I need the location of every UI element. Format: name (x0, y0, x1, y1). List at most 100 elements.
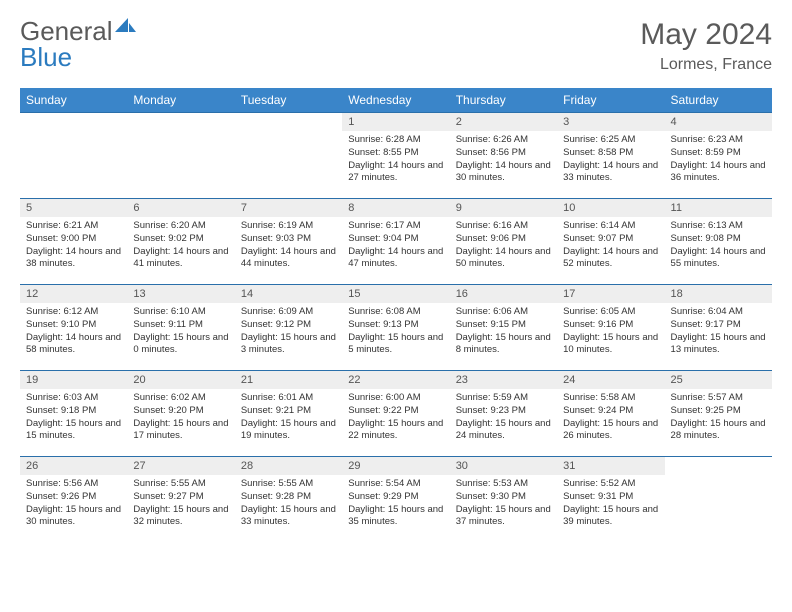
day-data: Sunrise: 5:55 AMSunset: 9:27 PMDaylight:… (127, 475, 234, 533)
day-number: 13 (127, 285, 234, 303)
calendar-cell: 27Sunrise: 5:55 AMSunset: 9:27 PMDayligh… (127, 457, 234, 543)
day-data: Sunrise: 5:59 AMSunset: 9:23 PMDaylight:… (450, 389, 557, 447)
day-number: 16 (450, 285, 557, 303)
calendar-cell: 28Sunrise: 5:55 AMSunset: 9:28 PMDayligh… (235, 457, 342, 543)
page-title: May 2024 (640, 18, 772, 52)
day-number: 1 (342, 113, 449, 131)
calendar-cell: 5Sunrise: 6:21 AMSunset: 9:00 PMDaylight… (20, 199, 127, 285)
day-number: 29 (342, 457, 449, 475)
day-number: 12 (20, 285, 127, 303)
calendar-body: ......1Sunrise: 6:28 AMSunset: 8:55 PMDa… (20, 113, 772, 543)
calendar-cell: .. (665, 457, 772, 543)
calendar-cell: 8Sunrise: 6:17 AMSunset: 9:04 PMDaylight… (342, 199, 449, 285)
calendar-cell: 25Sunrise: 5:57 AMSunset: 9:25 PMDayligh… (665, 371, 772, 457)
calendar-cell: 14Sunrise: 6:09 AMSunset: 9:12 PMDayligh… (235, 285, 342, 371)
calendar-cell: 23Sunrise: 5:59 AMSunset: 9:23 PMDayligh… (450, 371, 557, 457)
day-number: 14 (235, 285, 342, 303)
weekday-header-row: Sunday Monday Tuesday Wednesday Thursday… (20, 88, 772, 113)
calendar-cell: 16Sunrise: 6:06 AMSunset: 9:15 PMDayligh… (450, 285, 557, 371)
day-data: Sunrise: 6:09 AMSunset: 9:12 PMDaylight:… (235, 303, 342, 361)
day-number: 11 (665, 199, 772, 217)
calendar-cell: 15Sunrise: 6:08 AMSunset: 9:13 PMDayligh… (342, 285, 449, 371)
calendar-row: 12Sunrise: 6:12 AMSunset: 9:10 PMDayligh… (20, 285, 772, 371)
day-data: Sunrise: 5:55 AMSunset: 9:28 PMDaylight:… (235, 475, 342, 533)
calendar-cell: 9Sunrise: 6:16 AMSunset: 9:06 PMDaylight… (450, 199, 557, 285)
day-number: 3 (557, 113, 664, 131)
calendar-cell: 22Sunrise: 6:00 AMSunset: 9:22 PMDayligh… (342, 371, 449, 457)
day-number: 17 (557, 285, 664, 303)
day-number: 18 (665, 285, 772, 303)
weekday-header: Monday (127, 88, 234, 113)
calendar-row: 5Sunrise: 6:21 AMSunset: 9:00 PMDaylight… (20, 199, 772, 285)
calendar-cell: 1Sunrise: 6:28 AMSunset: 8:55 PMDaylight… (342, 113, 449, 199)
day-data: Sunrise: 6:04 AMSunset: 9:17 PMDaylight:… (665, 303, 772, 361)
calendar-cell: .. (20, 113, 127, 199)
day-number: 15 (342, 285, 449, 303)
title-area: May 2024 Lormes, France (640, 18, 772, 74)
day-number: 10 (557, 199, 664, 217)
weekday-header: Thursday (450, 88, 557, 113)
day-data: Sunrise: 5:56 AMSunset: 9:26 PMDaylight:… (20, 475, 127, 533)
day-number: 2 (450, 113, 557, 131)
weekday-header: Wednesday (342, 88, 449, 113)
location-label: Lormes, France (640, 56, 772, 74)
day-number: 31 (557, 457, 664, 475)
day-data: Sunrise: 6:19 AMSunset: 9:03 PMDaylight:… (235, 217, 342, 275)
calendar-cell: 24Sunrise: 5:58 AMSunset: 9:24 PMDayligh… (557, 371, 664, 457)
day-data: Sunrise: 6:17 AMSunset: 9:04 PMDaylight:… (342, 217, 449, 275)
calendar-cell: 29Sunrise: 5:54 AMSunset: 9:29 PMDayligh… (342, 457, 449, 543)
calendar-cell: .. (235, 113, 342, 199)
day-data: Sunrise: 6:10 AMSunset: 9:11 PMDaylight:… (127, 303, 234, 361)
day-number: 26 (20, 457, 127, 475)
calendar-cell: 11Sunrise: 6:13 AMSunset: 9:08 PMDayligh… (665, 199, 772, 285)
logo-sail-icon (115, 12, 137, 38)
day-data: Sunrise: 5:53 AMSunset: 9:30 PMDaylight:… (450, 475, 557, 533)
calendar-cell: 21Sunrise: 6:01 AMSunset: 9:21 PMDayligh… (235, 371, 342, 457)
weekday-header: Tuesday (235, 88, 342, 113)
day-data: Sunrise: 6:05 AMSunset: 9:16 PMDaylight:… (557, 303, 664, 361)
logo: GeneralBlue (20, 18, 137, 70)
calendar-cell: 2Sunrise: 6:26 AMSunset: 8:56 PMDaylight… (450, 113, 557, 199)
calendar-cell: 18Sunrise: 6:04 AMSunset: 9:17 PMDayligh… (665, 285, 772, 371)
calendar-row: ......1Sunrise: 6:28 AMSunset: 8:55 PMDa… (20, 113, 772, 199)
day-data: Sunrise: 6:08 AMSunset: 9:13 PMDaylight:… (342, 303, 449, 361)
header: GeneralBlue May 2024 Lormes, France (20, 18, 772, 74)
calendar-cell: 6Sunrise: 6:20 AMSunset: 9:02 PMDaylight… (127, 199, 234, 285)
day-number: 7 (235, 199, 342, 217)
day-number: 8 (342, 199, 449, 217)
day-data: Sunrise: 6:20 AMSunset: 9:02 PMDaylight:… (127, 217, 234, 275)
day-data: Sunrise: 6:12 AMSunset: 9:10 PMDaylight:… (20, 303, 127, 361)
day-data: Sunrise: 5:57 AMSunset: 9:25 PMDaylight:… (665, 389, 772, 447)
day-number: 9 (450, 199, 557, 217)
day-number: 25 (665, 371, 772, 389)
calendar-cell: 30Sunrise: 5:53 AMSunset: 9:30 PMDayligh… (450, 457, 557, 543)
day-data: Sunrise: 6:00 AMSunset: 9:22 PMDaylight:… (342, 389, 449, 447)
day-data: Sunrise: 6:21 AMSunset: 9:00 PMDaylight:… (20, 217, 127, 275)
day-data: Sunrise: 6:26 AMSunset: 8:56 PMDaylight:… (450, 131, 557, 189)
day-data: Sunrise: 6:16 AMSunset: 9:06 PMDaylight:… (450, 217, 557, 275)
calendar-cell: 12Sunrise: 6:12 AMSunset: 9:10 PMDayligh… (20, 285, 127, 371)
calendar-cell: 19Sunrise: 6:03 AMSunset: 9:18 PMDayligh… (20, 371, 127, 457)
calendar-cell: 3Sunrise: 6:25 AMSunset: 8:58 PMDaylight… (557, 113, 664, 199)
day-data: Sunrise: 5:52 AMSunset: 9:31 PMDaylight:… (557, 475, 664, 533)
calendar-cell: 4Sunrise: 6:23 AMSunset: 8:59 PMDaylight… (665, 113, 772, 199)
calendar-table: Sunday Monday Tuesday Wednesday Thursday… (20, 88, 772, 543)
day-data: Sunrise: 6:25 AMSunset: 8:58 PMDaylight:… (557, 131, 664, 189)
day-number: 24 (557, 371, 664, 389)
day-number: 19 (20, 371, 127, 389)
day-number: 28 (235, 457, 342, 475)
calendar-cell: .. (127, 113, 234, 199)
day-data: Sunrise: 6:02 AMSunset: 9:20 PMDaylight:… (127, 389, 234, 447)
calendar-row: 19Sunrise: 6:03 AMSunset: 9:18 PMDayligh… (20, 371, 772, 457)
calendar-row: 26Sunrise: 5:56 AMSunset: 9:26 PMDayligh… (20, 457, 772, 543)
day-number: 20 (127, 371, 234, 389)
day-data: Sunrise: 6:23 AMSunset: 8:59 PMDaylight:… (665, 131, 772, 189)
calendar-cell: 7Sunrise: 6:19 AMSunset: 9:03 PMDaylight… (235, 199, 342, 285)
day-data: Sunrise: 6:01 AMSunset: 9:21 PMDaylight:… (235, 389, 342, 447)
weekday-header: Sunday (20, 88, 127, 113)
calendar-cell: 20Sunrise: 6:02 AMSunset: 9:20 PMDayligh… (127, 371, 234, 457)
day-data: Sunrise: 5:54 AMSunset: 9:29 PMDaylight:… (342, 475, 449, 533)
weekday-header: Saturday (665, 88, 772, 113)
calendar-cell: 10Sunrise: 6:14 AMSunset: 9:07 PMDayligh… (557, 199, 664, 285)
day-data: Sunrise: 6:06 AMSunset: 9:15 PMDaylight:… (450, 303, 557, 361)
